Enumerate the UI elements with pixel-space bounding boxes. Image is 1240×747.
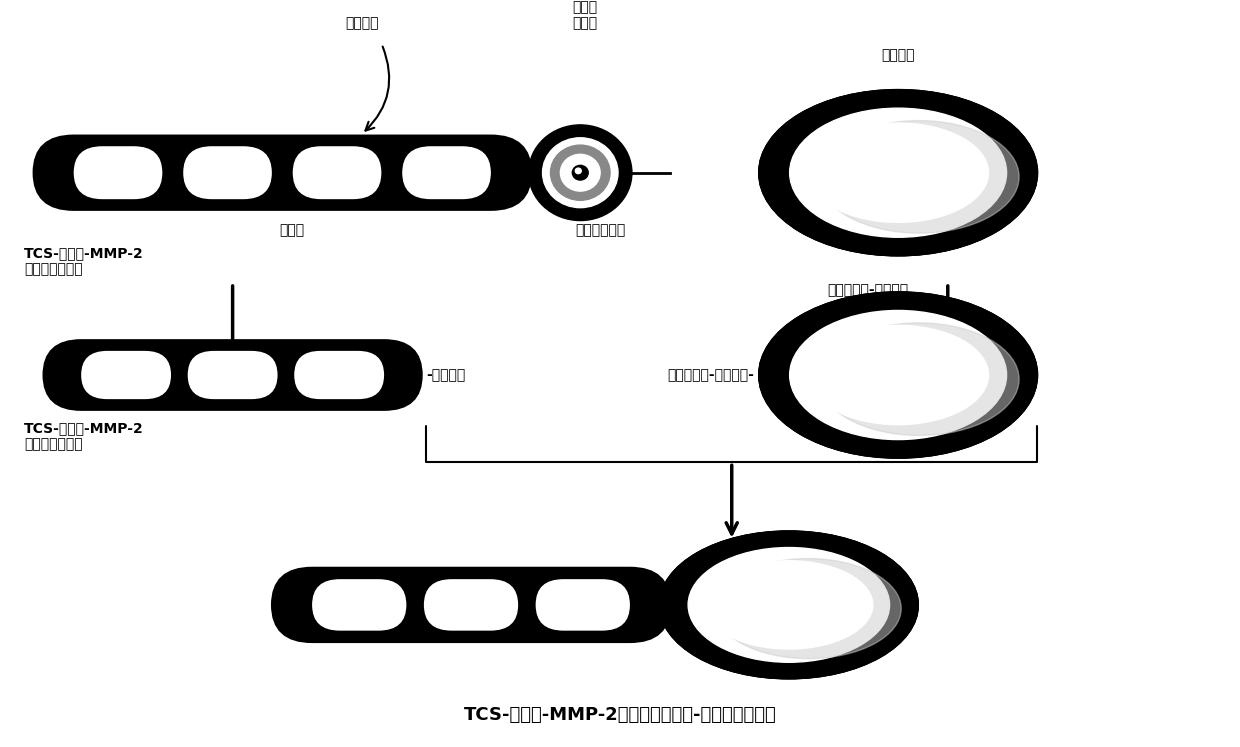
Circle shape	[528, 125, 632, 220]
Text: 几丁质
亲和柱: 几丁质 亲和柱	[573, 0, 598, 30]
Circle shape	[543, 137, 618, 208]
Text: 马来酰亚胺-聚乙二醇-: 马来酰亚胺-聚乙二醇-	[667, 368, 754, 382]
Circle shape	[575, 168, 582, 173]
Text: -聚乙二醇-: -聚乙二醇-	[675, 598, 719, 612]
Circle shape	[573, 165, 588, 180]
Text: 马来酰亚胺-聚乙二醇
-琥珀酰亚胺: 马来酰亚胺-聚乙二醇 -琥珀酰亚胺	[828, 283, 909, 313]
Text: TCS-穿膜肽-MMP-2
底物肽融合蛋白: TCS-穿膜肽-MMP-2 底物肽融合蛋白	[24, 247, 144, 276]
FancyBboxPatch shape	[536, 579, 630, 630]
FancyBboxPatch shape	[187, 351, 278, 399]
FancyBboxPatch shape	[312, 579, 407, 630]
Circle shape	[551, 145, 610, 200]
Text: -半胱氨酸: -半胱氨酸	[427, 368, 465, 382]
Text: TCS-穿膜肽-MMP-2底物肽融合蛋白-乳铁蛋白连接物: TCS-穿膜肽-MMP-2底物肽融合蛋白-乳铁蛋白连接物	[464, 706, 776, 725]
Ellipse shape	[688, 548, 889, 663]
FancyBboxPatch shape	[81, 351, 171, 399]
FancyBboxPatch shape	[73, 146, 162, 199]
FancyBboxPatch shape	[184, 146, 272, 199]
Ellipse shape	[759, 90, 1037, 255]
FancyBboxPatch shape	[402, 146, 491, 199]
Circle shape	[560, 155, 600, 191]
Ellipse shape	[807, 123, 988, 223]
FancyBboxPatch shape	[33, 136, 531, 209]
Text: 几丁质结合域: 几丁质结合域	[575, 223, 625, 238]
Text: 半胱氨酸: 半胱氨酸	[345, 16, 378, 30]
Text: 乳铁蛋白: 乳铁蛋白	[882, 49, 915, 62]
Ellipse shape	[818, 120, 1019, 233]
Ellipse shape	[759, 292, 1037, 458]
FancyBboxPatch shape	[424, 579, 518, 630]
FancyBboxPatch shape	[273, 568, 670, 642]
Text: 内含肽: 内含肽	[280, 223, 305, 238]
FancyBboxPatch shape	[43, 341, 422, 409]
Text: TCS-穿膜肽-MMP-2
底物肽融合蛋白: TCS-穿膜肽-MMP-2 底物肽融合蛋白	[24, 421, 144, 451]
Ellipse shape	[704, 561, 873, 649]
Ellipse shape	[715, 559, 901, 659]
Ellipse shape	[818, 323, 1019, 436]
Ellipse shape	[790, 311, 1007, 439]
Ellipse shape	[807, 326, 988, 424]
Ellipse shape	[660, 531, 918, 678]
Ellipse shape	[790, 108, 1007, 238]
FancyBboxPatch shape	[294, 351, 384, 399]
FancyBboxPatch shape	[293, 146, 382, 199]
